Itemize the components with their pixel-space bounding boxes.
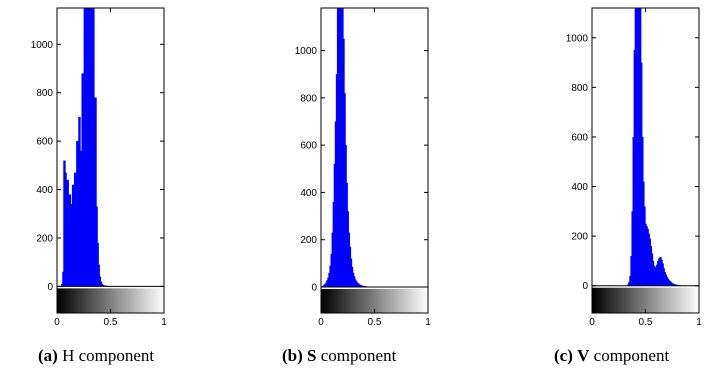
histogram-bar bbox=[68, 194, 72, 287]
caption-s: (b) S component bbox=[282, 346, 396, 366]
y-tick-label: 0 bbox=[47, 282, 53, 293]
histogram-bar bbox=[94, 97, 97, 287]
grayscale-colorbar bbox=[592, 287, 699, 313]
x-tick-label: 1 bbox=[425, 317, 431, 328]
y-tick-label: 400 bbox=[300, 188, 317, 199]
y-tick-label: 0 bbox=[582, 281, 588, 292]
y-tick-label: 600 bbox=[36, 137, 53, 148]
panel-s: 0 200 400 600 800 1000 0 0.5 1 bbox=[265, 0, 465, 330]
y-tick-label: 200 bbox=[300, 235, 317, 246]
y-tick-label: 1000 bbox=[295, 46, 318, 57]
x-tick-label: 1 bbox=[161, 317, 167, 328]
y-tick-label: 800 bbox=[571, 83, 588, 94]
y-tick-label: 400 bbox=[571, 182, 588, 193]
histogram-bar bbox=[97, 264, 100, 287]
y-tick-label: 200 bbox=[571, 232, 588, 243]
y-tick-label: 400 bbox=[36, 185, 53, 196]
grayscale-colorbar bbox=[57, 288, 164, 313]
caption-label: (a) bbox=[38, 346, 58, 365]
x-tick-label: 0 bbox=[589, 317, 595, 328]
caption-h: (a) H component bbox=[38, 346, 154, 366]
x-tick-label: 0.5 bbox=[104, 317, 118, 328]
caption-text: H component bbox=[62, 346, 155, 365]
x-tick-label: 0.5 bbox=[639, 317, 653, 328]
y-tick-label: 800 bbox=[36, 88, 53, 99]
y-tick-label: 0 bbox=[311, 282, 317, 293]
caption-label: (c) bbox=[554, 346, 573, 365]
y-tick-label: 1000 bbox=[566, 33, 589, 44]
histogram-h: 0 200 400 600 800 1000 0 0.5 1 bbox=[31, 7, 167, 328]
histogram-s: 0 200 400 600 800 1000 0 0.5 1 bbox=[295, 7, 431, 328]
x-tick-label: 0 bbox=[54, 317, 60, 328]
x-tick-label: 0 bbox=[318, 317, 324, 328]
caption-text: component bbox=[593, 346, 670, 365]
grayscale-colorbar bbox=[321, 288, 428, 313]
x-tick-label: 0.5 bbox=[368, 317, 382, 328]
y-tick-label: 800 bbox=[300, 93, 317, 104]
panel-v: 0 200 400 600 800 1000 0 0.5 1 bbox=[530, 0, 716, 330]
x-tick-label: 1 bbox=[696, 317, 702, 328]
caption-bold: V bbox=[577, 346, 590, 365]
y-tick-label: 1000 bbox=[31, 40, 54, 51]
caption-text: component bbox=[320, 346, 397, 365]
y-tick-label: 600 bbox=[300, 141, 317, 152]
caption-v: (c) V component bbox=[554, 346, 669, 366]
panel-h: 0 200 400 600 800 1000 0 0.5 1 bbox=[0, 0, 200, 330]
y-tick-label: 600 bbox=[571, 132, 588, 143]
caption-bold: S bbox=[307, 346, 317, 365]
caption-label: (b) bbox=[282, 346, 303, 365]
y-tick-label: 200 bbox=[36, 233, 53, 244]
histogram-v: 0 200 400 600 800 1000 0 0.5 1 bbox=[566, 7, 702, 328]
